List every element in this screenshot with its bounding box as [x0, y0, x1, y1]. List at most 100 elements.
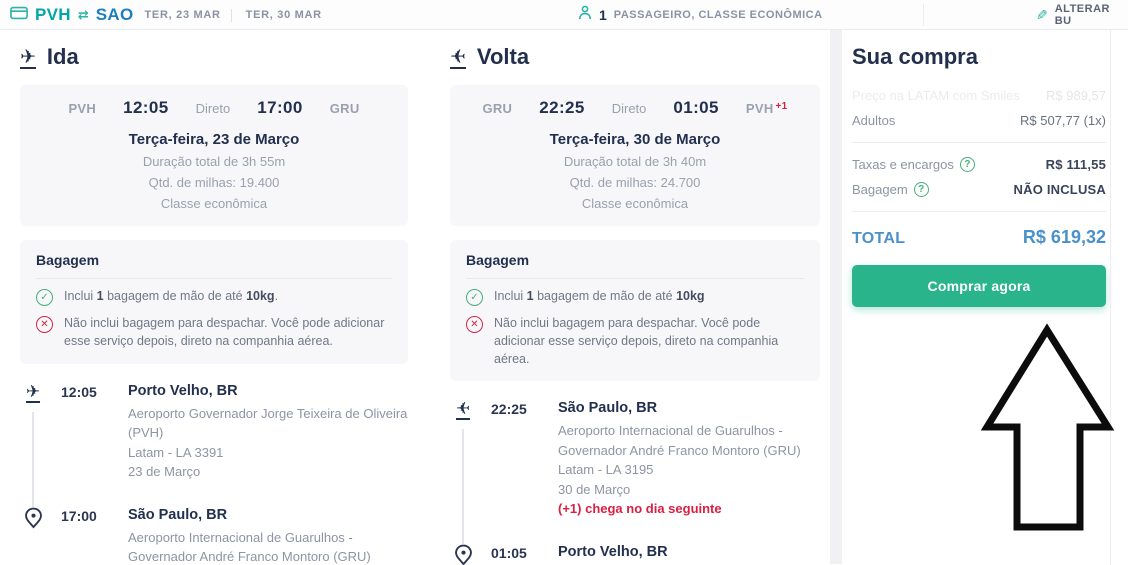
plane-landing-icon: ✈	[455, 399, 471, 421]
baggage-price-row: Bagagem ? NÃO INCLUSA	[852, 182, 1106, 197]
return-title-row: ✈ Volta	[450, 44, 820, 70]
segment-time: 01:05	[491, 544, 527, 561]
outbound-date: TER, 23 MAR	[144, 9, 221, 21]
purchase-divider	[852, 142, 1106, 143]
timeline-arrival: 01:05 Porto Velho, BR Aeroporto Governad…	[450, 544, 820, 565]
panel-edge-line	[1110, 30, 1111, 565]
baggage-price-value: NÃO INCLUSA	[1013, 182, 1106, 197]
baggage-included-row: ✓ Inclui 1 bagagem de mão de até 10kg	[466, 288, 804, 306]
flight-duration: Duração total de 3h 55m	[142, 154, 286, 169]
return-timeline: ✈ 22:25 São Paulo, BR Aeroporto Internac…	[450, 399, 820, 565]
outbound-timeline: ✈ 12:05 Porto Velho, BR Aeroporto Govern…	[20, 383, 408, 565]
adults-label: Adultos	[852, 113, 896, 128]
route-from: PVH	[68, 100, 97, 116]
outbound-baggage-card: Bagagem ✓ Inclui 1 bagagem de mão de até…	[20, 240, 408, 364]
flight-duration: Duração total de 3h 40m	[563, 154, 707, 169]
timeline-connector	[462, 429, 464, 544]
baggage-included-row: ✓ Inclui 1 bagagem de mão de até 10kg.	[36, 288, 392, 306]
baggage-not-included-text: Não inclui bagagem para despachar. Você …	[64, 316, 385, 348]
departure-time: 12:05	[123, 98, 169, 117]
baggage-price-label: Bagagem ?	[852, 182, 929, 197]
miles-quantity: Qtd. de milhas: 19.400	[148, 175, 280, 190]
segment-city: Porto Velho, BR	[128, 382, 238, 399]
baggage-included-text: Inclui 1 bagagem de mão de até 10kg.	[64, 289, 279, 303]
departure-time: 22:25	[539, 98, 585, 117]
segment-time: 12:05	[61, 383, 97, 400]
timeline-departure: ✈ 22:25 São Paulo, BR Aeroporto Internac…	[450, 399, 820, 544]
route-to: GRU	[329, 100, 360, 116]
route-from: GRU	[482, 100, 513, 116]
check-circle-icon: ✓	[466, 289, 483, 306]
total-row: TOTAL R$ 619,32	[852, 227, 1106, 248]
latam-price-row: Preço na LATAM com Smiles R$ 989,57	[852, 88, 1106, 103]
origin-code: PVH	[35, 5, 71, 24]
cabin-class: Classe econômica	[160, 196, 268, 211]
adults-row: Adultos R$ 507,77 (1x)	[852, 113, 1106, 128]
stops-label: Direto	[195, 100, 231, 116]
miles-quantity: Qtd. de milhas: 24.700	[569, 175, 701, 190]
segment-airport: Aeroporto Internacional de Guarulhos - G…	[558, 423, 801, 458]
stops-label: Direto	[611, 100, 647, 116]
segment-date: 30 de Março	[558, 481, 631, 497]
alter-search-button[interactable]: ✎ ALTERAR BU	[1036, 0, 1128, 30]
taxes-help-icon[interactable]: ?	[959, 157, 975, 172]
miles-wallet-icon	[10, 6, 28, 25]
return-date: TER, 30 MAR	[245, 9, 322, 21]
passenger-icon	[578, 5, 592, 25]
flight-date: Terça-feira, 23 de Março	[128, 131, 300, 148]
passenger-summary: 1 PASSAGEIRO, CLASSE ECONÔMICA	[578, 0, 823, 30]
plane-takeoff-icon: ✈	[25, 381, 41, 403]
timeline-arrival: 17:00 São Paulo, BR Aeroporto Internacio…	[20, 507, 408, 565]
return-route-row: GRU 22:25 Direto 01:05 PVH +1	[464, 98, 806, 118]
purchase-summary-panel: Sua compra Preço na LATAM com Smiles R$ …	[842, 30, 1128, 564]
segment-city: São Paulo, BR	[128, 506, 228, 523]
baggage-not-included-row: ✕ Não inclui bagagem para despachar. Voc…	[466, 315, 804, 368]
segment-city: Porto Velho, BR	[558, 543, 668, 560]
segment-flight-number: Latam - LA 3195	[558, 462, 654, 478]
return-summary-card: GRU 22:25 Direto 01:05 PVH +1 Terça-feira…	[450, 85, 820, 226]
location-pin-icon	[24, 507, 43, 529]
return-flight-section: ✈ Volta GRU 22:25 Direto 01:05 PVH +1 Ter…	[428, 30, 830, 565]
location-pin-icon	[454, 544, 473, 565]
segment-airport: Aeroporto Internacional de Guarulhos - G…	[128, 529, 371, 565]
taxes-row: Taxas e encargos ? R$ 111,55	[852, 157, 1106, 172]
latam-price-label: Preço na LATAM com Smiles	[852, 88, 1020, 103]
segment-date: 23 de Março	[128, 464, 201, 479]
baggage-title: Bagagem	[466, 252, 530, 268]
purchase-title: Sua compra	[852, 44, 978, 69]
plane-takeoff-icon: ✈	[20, 47, 36, 69]
check-circle-icon: ✓	[36, 289, 53, 306]
x-circle-icon: ✕	[466, 316, 483, 333]
segment-city: São Paulo, BR	[558, 400, 658, 417]
swap-arrows-icon: ⇄	[77, 7, 89, 22]
route-summary: PVH ⇄ SAO TER, 23 MAR TER, 30 MAR	[10, 0, 322, 30]
outbound-title: Ida	[46, 44, 79, 69]
baggage-not-included-row: ✕ Não inclui bagagem para despachar. Voc…	[36, 315, 392, 351]
adults-value: R$ 507,77 (1x)	[1020, 113, 1106, 128]
return-title: Volta	[476, 44, 530, 69]
outbound-route-row: PVH 12:05 Direto 17:00 GRU	[34, 98, 394, 118]
cabin-class: Classe econômica	[581, 196, 689, 211]
outbound-summary-card: PVH 12:05 Direto 17:00 GRU Terça-feira, …	[20, 85, 408, 226]
column-gutter	[830, 30, 842, 564]
search-summary-bar: PVH ⇄ SAO TER, 23 MAR TER, 30 MAR 1 PASS…	[0, 0, 1128, 30]
baggage-not-included-text: Não inclui bagagem para despachar. Você …	[494, 316, 779, 366]
buy-now-button[interactable]: Comprar agora	[852, 265, 1106, 307]
segment-time: 17:00	[61, 507, 97, 524]
timeline-connector	[32, 411, 34, 507]
topbar-divider	[923, 4, 924, 26]
return-baggage-card: Bagagem ✓ Inclui 1 bagagem de mão de até…	[450, 240, 820, 382]
arrival-time: 01:05	[673, 98, 719, 117]
next-day-arrival-note: (+1) chega no dia seguinte	[558, 501, 722, 517]
purchase-divider	[852, 211, 1106, 212]
baggage-help-icon[interactable]: ?	[913, 182, 929, 197]
flight-date: Terça-feira, 30 de Março	[549, 131, 721, 148]
outbound-title-row: ✈ Ida	[20, 44, 408, 70]
latam-price-value: R$ 989,57	[1046, 88, 1106, 103]
timeline-departure: ✈ 12:05 Porto Velho, BR Aeroporto Govern…	[20, 383, 408, 507]
destination-code: SAO	[95, 5, 134, 24]
passenger-label: PASSAGEIRO, CLASSE ECONÔMICA	[613, 9, 823, 21]
baggage-title: Bagagem	[36, 252, 100, 268]
taxes-value: R$ 111,55	[1045, 157, 1106, 172]
